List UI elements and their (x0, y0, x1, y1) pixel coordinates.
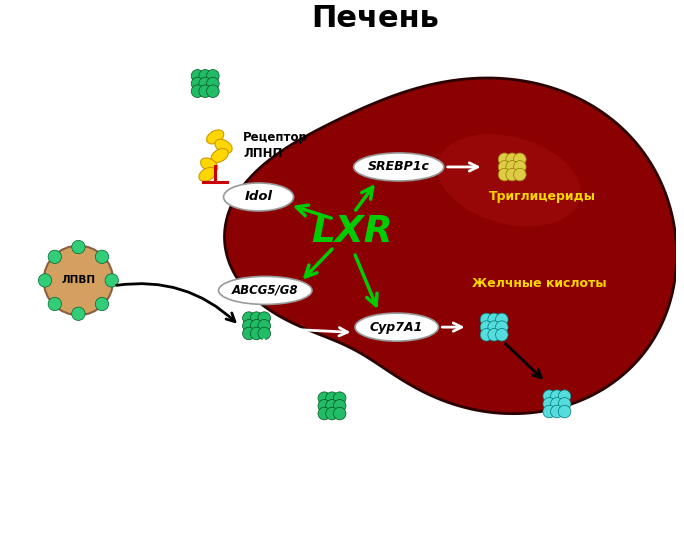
Circle shape (543, 390, 555, 403)
Ellipse shape (207, 130, 224, 144)
Circle shape (551, 390, 563, 403)
Ellipse shape (354, 153, 444, 181)
Circle shape (258, 312, 271, 324)
Circle shape (558, 398, 571, 410)
Circle shape (105, 274, 118, 287)
Circle shape (207, 77, 219, 90)
Circle shape (488, 321, 501, 333)
Ellipse shape (224, 183, 293, 211)
Circle shape (199, 69, 211, 82)
Circle shape (192, 77, 204, 90)
Text: ЛПВП: ЛПВП (62, 276, 96, 285)
Circle shape (318, 392, 330, 404)
Circle shape (488, 313, 501, 326)
Circle shape (495, 321, 508, 333)
Circle shape (243, 327, 255, 340)
Circle shape (207, 69, 219, 82)
Text: Желчные кислоты: Желчные кислоты (471, 277, 606, 290)
Circle shape (95, 250, 109, 263)
Circle shape (318, 407, 330, 420)
Text: Idol: Idol (245, 191, 273, 203)
Circle shape (333, 392, 346, 404)
Circle shape (250, 312, 263, 324)
Ellipse shape (355, 313, 438, 341)
Polygon shape (224, 78, 676, 414)
Circle shape (72, 240, 85, 254)
Ellipse shape (200, 158, 218, 172)
Circle shape (558, 405, 571, 418)
Circle shape (258, 319, 271, 332)
Text: Триглицериды: Триглицериды (488, 191, 596, 203)
Text: SREBP1c: SREBP1c (368, 160, 430, 174)
Ellipse shape (437, 134, 581, 226)
Circle shape (333, 407, 346, 420)
Circle shape (558, 390, 571, 403)
Circle shape (48, 250, 62, 263)
Circle shape (318, 399, 330, 412)
Circle shape (207, 85, 219, 98)
Text: Cyp7A1: Cyp7A1 (370, 320, 423, 334)
Ellipse shape (215, 139, 232, 153)
Circle shape (506, 161, 518, 173)
Circle shape (250, 319, 263, 332)
Circle shape (333, 399, 346, 412)
Text: LXR: LXR (311, 214, 393, 250)
Circle shape (495, 313, 508, 326)
Circle shape (199, 77, 211, 90)
Circle shape (514, 161, 526, 173)
Circle shape (514, 168, 526, 181)
Circle shape (48, 297, 62, 311)
Ellipse shape (211, 148, 228, 162)
Circle shape (72, 307, 85, 320)
Circle shape (250, 327, 263, 340)
Circle shape (506, 153, 518, 166)
Circle shape (326, 399, 339, 412)
Text: ABCG5/G8: ABCG5/G8 (232, 284, 298, 297)
Circle shape (480, 313, 492, 326)
Circle shape (498, 153, 511, 166)
Circle shape (192, 69, 204, 82)
Circle shape (95, 297, 109, 311)
Circle shape (38, 274, 52, 287)
Circle shape (44, 246, 113, 315)
Circle shape (506, 168, 518, 181)
Ellipse shape (199, 167, 216, 181)
Circle shape (488, 328, 501, 341)
Circle shape (498, 161, 511, 173)
Circle shape (543, 398, 555, 410)
Circle shape (243, 312, 255, 324)
Circle shape (551, 398, 563, 410)
Circle shape (480, 328, 492, 341)
Circle shape (498, 168, 511, 181)
Circle shape (543, 405, 555, 418)
Text: Печень: Печень (311, 4, 439, 33)
Circle shape (199, 85, 211, 98)
Ellipse shape (218, 277, 312, 304)
Circle shape (326, 407, 339, 420)
Circle shape (551, 405, 563, 418)
Circle shape (495, 328, 508, 341)
Text: Рецептор
ЛПНП: Рецептор ЛПНП (244, 131, 308, 160)
Circle shape (514, 153, 526, 166)
Circle shape (480, 321, 492, 333)
Circle shape (192, 85, 204, 98)
Circle shape (326, 392, 339, 404)
Circle shape (243, 319, 255, 332)
Circle shape (258, 327, 271, 340)
